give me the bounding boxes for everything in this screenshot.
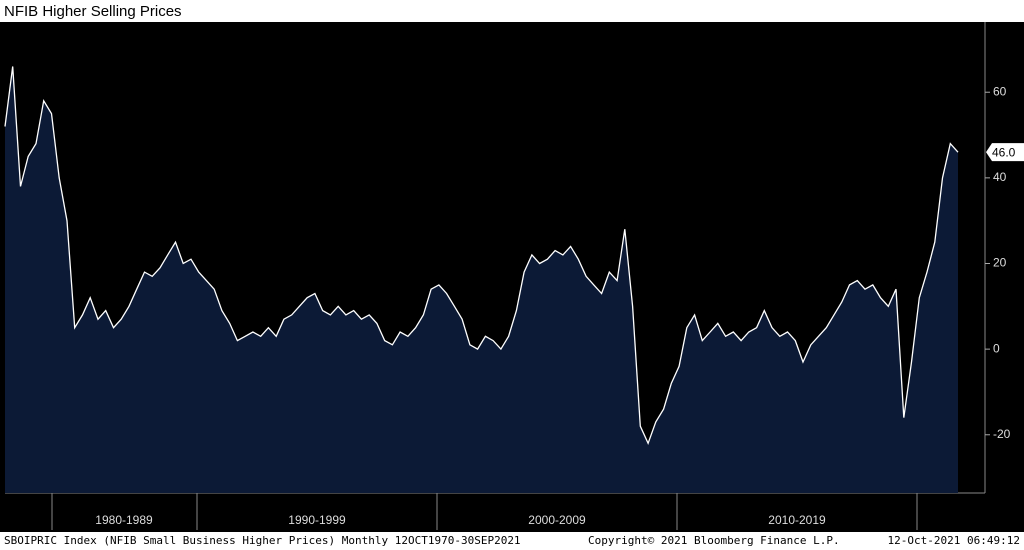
chart-title: NFIB Higher Selling Prices [4,3,182,20]
decade-separators [51,493,918,530]
footer-left: SBOIPRIC Index (NFIB Small Business High… [4,534,521,547]
x-tick-label: 2000-2009 [528,513,586,527]
footer-right: 12-Oct-2021 06:49:12 [888,534,1020,547]
y-tick-label: 20 [993,256,1007,270]
y-tick-label: 60 [993,84,1007,98]
footer-center: Copyright© 2021 Bloomberg Finance L.P. [588,534,840,547]
line [4,66,959,446]
area [5,66,958,493]
y-tick-label: -20 [993,427,1011,441]
x-tick-label: 1990-1999 [288,513,346,527]
y-tick-label: 0 [993,341,1000,355]
last-value-label: 46.0 [992,145,1016,159]
last-value-box [986,143,1024,162]
x-tick-label: 2010-2019 [768,513,826,527]
x-tick-label: 1980-1989 [95,513,153,527]
y-tick-label: 40 [993,170,1007,184]
